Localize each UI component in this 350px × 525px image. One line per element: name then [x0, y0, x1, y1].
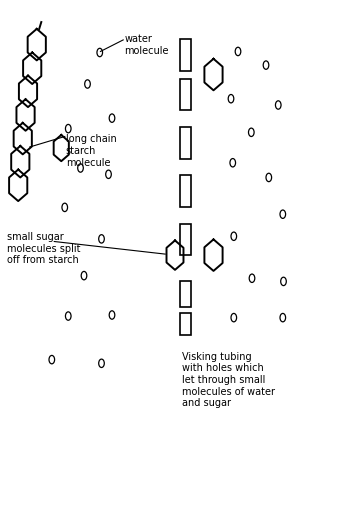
Circle shape [65, 312, 71, 320]
Circle shape [65, 124, 71, 133]
Circle shape [106, 170, 111, 178]
FancyBboxPatch shape [180, 127, 191, 159]
Circle shape [280, 210, 286, 218]
Circle shape [281, 277, 286, 286]
Circle shape [49, 355, 55, 364]
Text: small sugar
molecules split
off from starch: small sugar molecules split off from sta… [7, 232, 80, 265]
Circle shape [263, 61, 269, 69]
Circle shape [85, 80, 90, 88]
Circle shape [248, 128, 254, 136]
Circle shape [78, 164, 83, 172]
Circle shape [235, 47, 241, 56]
FancyBboxPatch shape [180, 79, 191, 110]
Circle shape [249, 274, 255, 282]
Circle shape [231, 232, 237, 240]
Circle shape [275, 101, 281, 109]
FancyBboxPatch shape [180, 39, 191, 71]
Circle shape [81, 271, 87, 280]
Circle shape [99, 359, 104, 368]
Text: Visking tubing
with holes which
let through small
molecules of water
and sugar: Visking tubing with holes which let thro… [182, 352, 275, 408]
Circle shape [231, 313, 237, 322]
Circle shape [62, 203, 68, 212]
Circle shape [97, 48, 103, 57]
FancyBboxPatch shape [180, 281, 191, 307]
Text: long chain
starch
molecule: long chain starch molecule [66, 134, 117, 167]
Circle shape [266, 173, 272, 182]
FancyBboxPatch shape [180, 313, 191, 335]
Text: water
molecule: water molecule [124, 34, 169, 56]
Circle shape [230, 159, 236, 167]
Circle shape [109, 114, 115, 122]
Circle shape [99, 235, 104, 243]
Circle shape [280, 313, 286, 322]
FancyBboxPatch shape [180, 175, 191, 207]
FancyBboxPatch shape [180, 224, 191, 255]
Circle shape [109, 311, 115, 319]
Circle shape [228, 94, 234, 103]
